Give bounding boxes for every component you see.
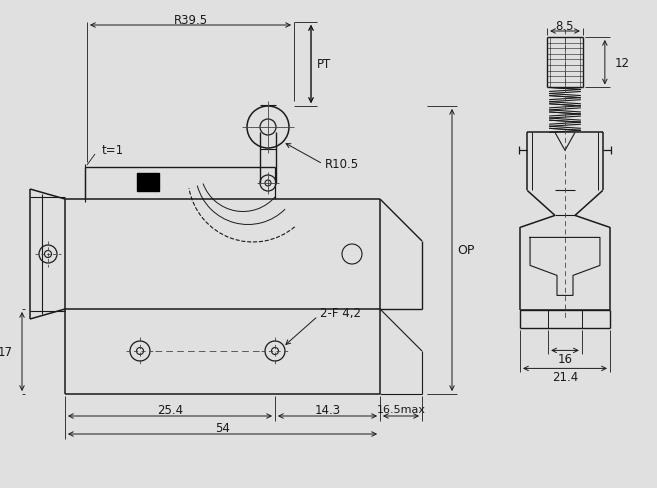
Text: 25.4: 25.4 [157, 403, 183, 416]
Text: 16: 16 [558, 352, 572, 365]
Text: 14.3: 14.3 [315, 403, 340, 416]
Text: 12: 12 [615, 57, 630, 70]
Text: 16.5max: 16.5max [376, 404, 426, 414]
Text: t=1: t=1 [102, 143, 124, 156]
Text: 8.5: 8.5 [556, 20, 574, 32]
Text: 2-F 4,2: 2-F 4,2 [320, 307, 361, 320]
Text: 54: 54 [215, 421, 230, 434]
Text: PT: PT [317, 59, 331, 71]
Text: 21.4: 21.4 [552, 370, 578, 383]
Text: OP: OP [457, 244, 475, 257]
Polygon shape [137, 174, 159, 192]
Text: R39.5: R39.5 [173, 14, 208, 26]
Text: R10.5: R10.5 [325, 158, 359, 171]
Text: 17: 17 [0, 346, 13, 358]
